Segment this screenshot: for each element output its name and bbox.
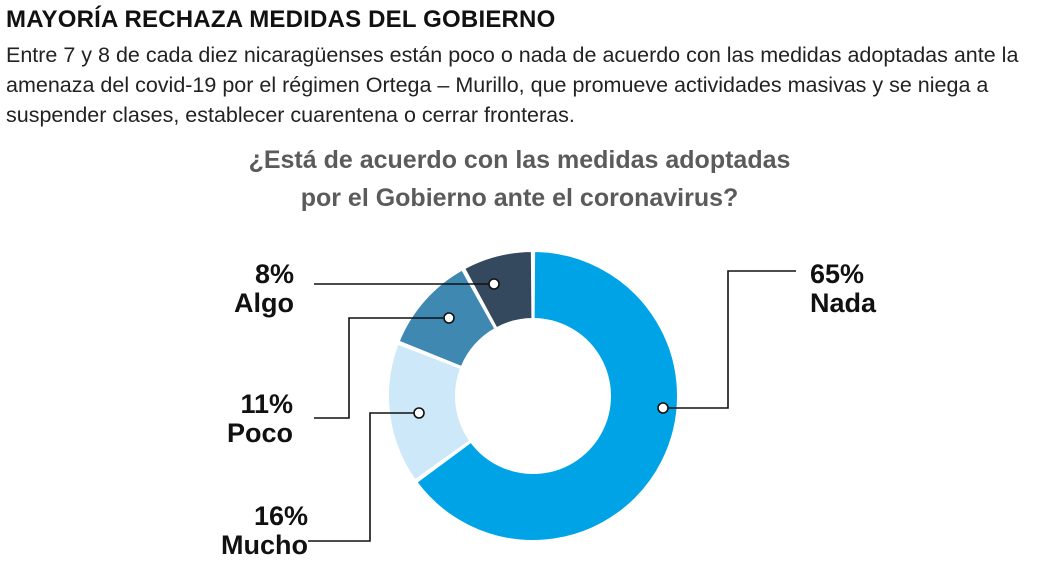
slice-nada (414, 249, 679, 542)
value-label-nada: 65% (810, 259, 864, 289)
value-label-poco: 11% (240, 389, 293, 419)
category-label-algo: Algo (234, 288, 294, 318)
leader-line-nada (663, 270, 796, 409)
category-label-mucho: Mucho (221, 530, 308, 560)
value-label-mucho: 16% (254, 501, 308, 531)
leader-line-poco (314, 317, 449, 419)
marker-dot-nada (657, 402, 669, 414)
marker-dot-poco (443, 312, 455, 324)
slice-algo (462, 249, 534, 330)
marker-dot-mucho (413, 407, 425, 419)
chart-question-line-1: ¿Está de acuerdo con las medidas adoptad… (248, 146, 791, 174)
headline: MAYORÍA RECHAZA MEDIDAS DEL GOBIERNO (6, 6, 556, 33)
category-label-nada: Nada (810, 288, 877, 318)
chart-question-line-2: por el Gobierno ante el coronavirus? (300, 184, 739, 212)
slice-mucho (387, 342, 472, 482)
marker-dot-algo (488, 278, 500, 290)
intro-paragraph: Entre 7 y 8 de cada diez nicaragüenses e… (6, 43, 1019, 127)
category-label-poco: Poco (227, 418, 293, 448)
value-label-algo: 8% (255, 259, 294, 289)
leader-line-mucho (308, 412, 419, 542)
